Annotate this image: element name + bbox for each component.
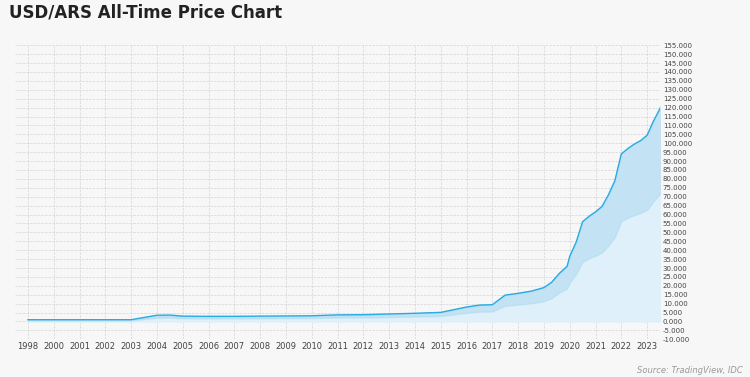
- Text: USD/ARS 144.890: USD/ARS 144.890: [0, 376, 1, 377]
- Text: USD/ARS All-Time Price Chart: USD/ARS All-Time Price Chart: [8, 4, 282, 22]
- Text: Source: TradingView, IDC: Source: TradingView, IDC: [637, 366, 742, 375]
